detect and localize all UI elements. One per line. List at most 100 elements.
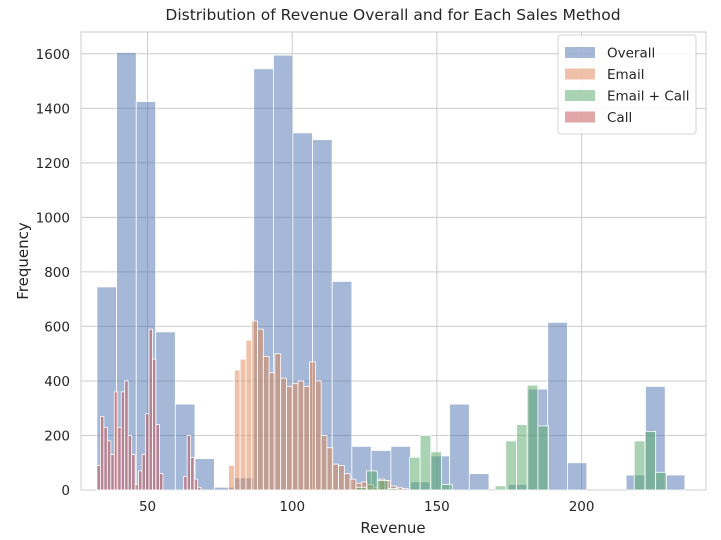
histogram-bar [197, 486, 202, 491]
histogram-bar [390, 445, 411, 491]
y-tick-label: 600 [44, 319, 70, 335]
histogram-bar [193, 478, 199, 491]
y-tick-label: 1000 [36, 210, 70, 226]
legend-item: Email [565, 67, 644, 83]
histogram-bar [186, 435, 192, 491]
y-tick-label: 800 [44, 265, 70, 281]
histogram-bar [355, 486, 367, 491]
histogram-bar [297, 380, 305, 491]
histogram-bar [110, 454, 115, 491]
histogram-bar [419, 435, 432, 491]
histogram-bar [332, 463, 339, 491]
histogram-bar [148, 328, 153, 491]
legend-label: Email [607, 67, 644, 83]
histogram-bar [113, 391, 119, 491]
histogram-bar [331, 281, 353, 491]
legend-item: Email + Call [565, 89, 690, 105]
legend-label: Email + Call [607, 89, 690, 105]
y-tick-labels: 0 200 400 600 800 1000 1200 1400 1600 [36, 47, 70, 499]
histogram-bar [183, 475, 188, 491]
histogram-bar [401, 488, 409, 491]
y-axis-label: Frequency [14, 222, 32, 300]
histogram-bar [120, 391, 126, 491]
histogram-bar [526, 384, 539, 491]
x-tick-label: 100 [279, 499, 305, 515]
histogram-bar [99, 415, 105, 491]
legend-item: Call [565, 110, 632, 126]
histogram-bar [468, 473, 490, 491]
histogram-bar [117, 426, 122, 491]
legend: Overall Email Email + Call Call [557, 34, 697, 135]
histogram-bar [314, 380, 322, 491]
series-email-call [355, 384, 667, 491]
legend-swatch [565, 111, 595, 123]
histogram-bar [194, 458, 215, 491]
x-tick-label: 150 [424, 499, 450, 515]
histogram-bar [494, 485, 507, 491]
histogram-bar [145, 413, 150, 491]
histogram-bar [326, 447, 334, 491]
histogram-bar [441, 484, 453, 491]
histogram-bar [103, 426, 108, 491]
histogram-bar [516, 424, 528, 491]
histogram-bar [106, 440, 112, 491]
histogram-bar [257, 328, 264, 491]
histogram-bar [409, 456, 421, 491]
histogram-bar [430, 451, 442, 491]
y-tick-label: 1400 [36, 101, 70, 117]
histogram-bar [155, 424, 160, 491]
y-tick-label: 400 [44, 374, 70, 390]
histogram-bar [567, 462, 588, 491]
histogram-bar [633, 440, 646, 491]
histogram-bar [190, 456, 195, 491]
y-tick-label: 200 [44, 428, 70, 444]
legend-swatch [565, 68, 595, 80]
series-call [96, 328, 202, 491]
histogram-bar [644, 430, 657, 491]
series-layer [96, 52, 686, 491]
histogram-bar [124, 380, 129, 491]
histogram-bar [537, 425, 549, 491]
histogram-bar [96, 465, 101, 491]
chart-title: Distribution of Revenue Overall and for … [165, 6, 620, 24]
histogram-bar [309, 361, 316, 491]
histogram-bar [131, 454, 136, 491]
histogram-bar [134, 484, 139, 491]
histogram-bar [349, 478, 357, 491]
x-tick-label: 200 [569, 499, 595, 515]
y-tick-label: 1200 [36, 156, 70, 172]
legend-swatch [565, 90, 595, 101]
x-tick-labels: 50 100 150 200 [139, 499, 595, 515]
histogram-bar [127, 435, 133, 491]
histogram-bar [268, 372, 276, 491]
histogram-bar [320, 435, 328, 491]
histogram-bar [655, 471, 667, 491]
histogram-bar [387, 488, 400, 491]
histogram-bar [233, 369, 241, 491]
histogram-bar [505, 440, 517, 491]
histogram-bar [376, 480, 389, 491]
histogram-bar [141, 454, 146, 491]
x-tick-label: 50 [139, 499, 156, 515]
x-axis-label: Revenue [360, 519, 425, 537]
histogram-bar [251, 320, 258, 491]
histogram-bar [280, 377, 287, 491]
histogram-bar [245, 339, 253, 491]
histogram-bar [286, 386, 293, 491]
histogram-bar [159, 473, 164, 491]
legend-label: Overall [607, 46, 655, 62]
legend-item: Overall [565, 46, 655, 62]
histogram-bar [291, 383, 299, 491]
histogram-bar [138, 470, 143, 491]
legend-label: Call [607, 110, 632, 126]
legend-swatch [565, 47, 595, 58]
histogram-bar [303, 386, 310, 491]
histogram-bar [152, 358, 157, 491]
y-tick-label: 1600 [36, 47, 70, 63]
histogram-bar [343, 473, 351, 491]
histogram-bar [338, 465, 345, 491]
histogram-bar [239, 358, 247, 491]
histogram-bar [262, 356, 270, 491]
